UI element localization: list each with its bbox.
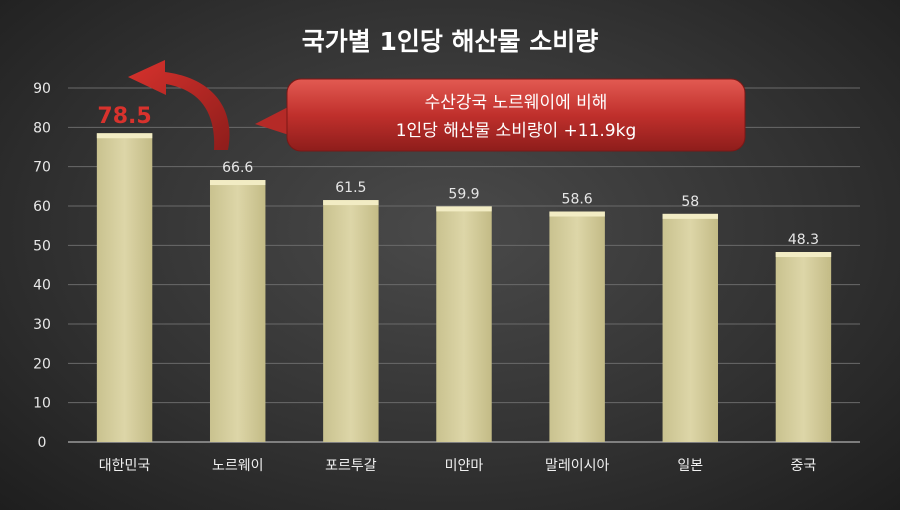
x-axis: 대한민국 노르웨이 포르투갈 미얀마 말레이시아 일본 중국 [99, 458, 817, 474]
bar [209, 180, 266, 443]
x-tick-label: 중국 [791, 458, 817, 474]
bar [436, 206, 492, 442]
callout-pointer [255, 105, 292, 136]
bar [775, 252, 832, 442]
bar-body [775, 252, 832, 442]
data-label: 78.5 [97, 104, 151, 129]
y-tick-label: 20 [33, 356, 51, 372]
chart-title: 국가별 1인당 해산물 소비량 [302, 27, 599, 56]
callout-line-1: 수산강국 노르웨이에 비해 [425, 93, 608, 113]
data-label: 58.6 [562, 192, 593, 208]
y-tick-label: 90 [33, 81, 51, 97]
bar [662, 213, 719, 442]
bar [96, 133, 153, 442]
x-tick-label: 포르투갈 [325, 458, 377, 474]
bar-cap [323, 200, 379, 206]
y-axis: 0 10 20 30 40 50 60 70 80 90 [33, 81, 860, 451]
bar-cap [209, 180, 266, 186]
curved-arrow-icon [128, 60, 230, 150]
y-tick-label: 50 [33, 238, 51, 254]
x-tick-label: 노르웨이 [212, 458, 264, 474]
y-tick-label: 70 [33, 160, 51, 176]
callout-line-2: 1인당 해산물 소비량이 +11.9kg [396, 121, 637, 141]
x-tick-label: 말레이시아 [545, 458, 610, 474]
bar-body [96, 133, 153, 442]
x-tick-label: 대한민국 [99, 458, 151, 474]
bar-body [436, 206, 492, 442]
bar-body [209, 180, 266, 443]
bar-body [323, 200, 379, 442]
bar [549, 211, 605, 442]
annotation-callout: 수산강국 노르웨이에 비해 1인당 해산물 소비량이 +11.9kg [255, 78, 746, 152]
bar-cap [662, 213, 719, 219]
x-tick-label: 일본 [677, 458, 703, 474]
y-tick-label: 80 [33, 120, 51, 136]
bar-body [662, 213, 719, 442]
data-label: 58 [681, 194, 699, 210]
callout-box [286, 78, 746, 152]
y-tick-label: 0 [38, 435, 47, 451]
bars [96, 133, 832, 443]
data-label: 66.6 [222, 160, 253, 176]
y-tick-label: 60 [33, 199, 51, 215]
y-tick-label: 40 [33, 278, 51, 294]
data-label: 59.9 [448, 186, 479, 202]
data-label: 48.3 [788, 232, 819, 248]
y-tick-label: 10 [33, 396, 51, 412]
bar-cap [436, 206, 492, 212]
data-labels: 78.5 66.6 61.5 59.9 58.6 58 48.3 [97, 104, 819, 248]
bar [323, 200, 379, 442]
bar-cap [549, 211, 605, 217]
x-tick-label: 미얀마 [445, 458, 484, 474]
bar-cap [96, 133, 153, 139]
bar-body [549, 211, 605, 442]
bar-cap [775, 252, 832, 258]
y-tick-label: 30 [33, 317, 51, 333]
data-label: 61.5 [335, 180, 366, 196]
